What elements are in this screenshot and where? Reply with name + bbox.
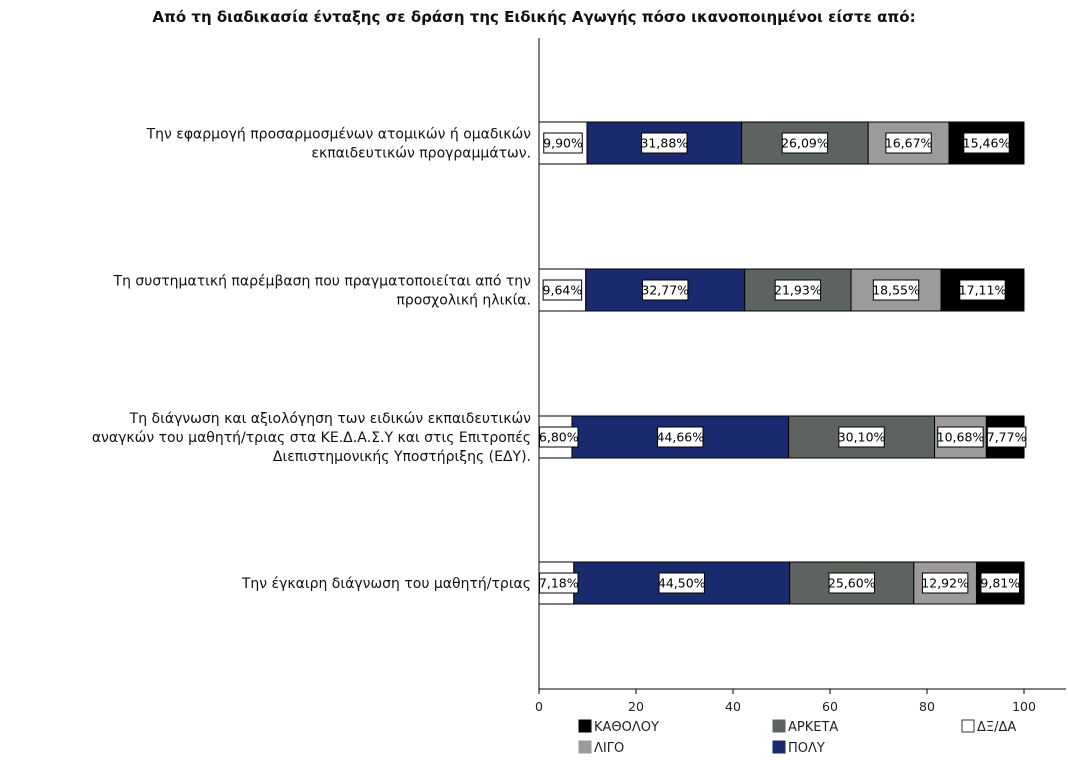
data-label: 12,92% xyxy=(921,576,969,591)
data-label: 9,81% xyxy=(980,576,1020,591)
data-label: 25,60% xyxy=(828,576,876,591)
data-label: 26,09% xyxy=(781,136,829,151)
category-label: Τη συστηματική παρέμβαση που πραγματοποι… xyxy=(113,274,532,290)
data-label-box xyxy=(959,279,1006,301)
legend-label: ΠΟΛΥ xyxy=(788,741,825,756)
category-label: Τη διάγνωση και αξιολόγηση των ειδικών ε… xyxy=(129,411,532,427)
data-label-box xyxy=(774,279,822,301)
data-label: 21,93% xyxy=(774,283,822,298)
legend-label: ΔΞ/ΔΑ xyxy=(977,720,1016,735)
data-label: 10,68% xyxy=(937,430,985,445)
legend-label: ΚΑΘΟΛΟΥ xyxy=(594,720,659,735)
data-label-box xyxy=(543,132,583,154)
legend-label: ΑΡΚΕΤΑ xyxy=(788,720,838,735)
category-label: προσχολική ηλικία. xyxy=(396,293,531,309)
chart-title: Από τη διαδικασία ένταξης σε δράση της Ε… xyxy=(152,8,916,26)
category-label: αναγκών του μαθητή/τριας στα ΚΕ.Δ.Α.Σ.Υ … xyxy=(92,430,531,446)
data-label: 16,67% xyxy=(885,136,933,151)
legend-swatch xyxy=(578,740,592,754)
x-tick-label: 60 xyxy=(822,699,838,714)
data-label: 6,80% xyxy=(539,430,579,445)
x-tick-label: 80 xyxy=(919,699,935,714)
data-label: 9,64% xyxy=(543,283,583,298)
legend-swatch xyxy=(772,740,786,754)
data-label: 7,77% xyxy=(987,430,1027,445)
data-label-box xyxy=(872,279,920,301)
category-label: Την εφαρμογή προσαρμοσμένων ατομικών ή ο… xyxy=(146,127,532,143)
data-label-box xyxy=(963,132,1010,154)
category-label: εκπαιδευτικών προγραμμάτων. xyxy=(311,146,531,162)
data-label: 18,55% xyxy=(872,283,920,298)
data-label: 15,46% xyxy=(963,136,1011,151)
data-label-box xyxy=(921,572,969,594)
data-label: 7,18% xyxy=(539,576,579,591)
legend-swatch xyxy=(578,719,592,733)
data-label: 44,50% xyxy=(658,576,706,591)
data-label: 31,88% xyxy=(640,136,688,151)
data-label-box xyxy=(658,572,705,594)
data-label: 32,77% xyxy=(641,283,689,298)
x-tick-label: 20 xyxy=(628,699,644,714)
data-label-box xyxy=(828,572,875,594)
x-tick-label: 100 xyxy=(1012,699,1036,714)
legend-label: ΛΙΓΟ xyxy=(594,741,624,756)
category-label: Διεπιστημονικής Υποστήριξης (ΕΔΥ). xyxy=(273,449,531,465)
data-label-box xyxy=(937,426,984,448)
category-label: Την έγκαιρη διάγνωση του μαθητή/τριας xyxy=(241,576,531,592)
data-label-box xyxy=(986,426,1027,448)
data-label-box xyxy=(838,426,885,448)
data-label-box xyxy=(542,279,583,301)
data-label-box xyxy=(885,132,932,154)
bar-segment xyxy=(586,121,743,165)
data-label-box xyxy=(781,132,829,154)
data-label-box xyxy=(657,426,704,448)
data-label-box xyxy=(980,572,1021,594)
data-label: 44,66% xyxy=(656,430,704,445)
data-label-box xyxy=(641,132,688,154)
data-label: 17,11% xyxy=(959,283,1007,298)
data-label-box xyxy=(642,279,689,301)
x-tick-label: 40 xyxy=(725,699,741,714)
x-tick-label: 0 xyxy=(535,699,543,714)
bar-segment xyxy=(585,268,746,312)
data-label: 30,10% xyxy=(838,430,886,445)
legend-swatch xyxy=(772,719,786,733)
legend-swatch xyxy=(961,719,975,733)
data-label: 9,90% xyxy=(543,136,583,151)
